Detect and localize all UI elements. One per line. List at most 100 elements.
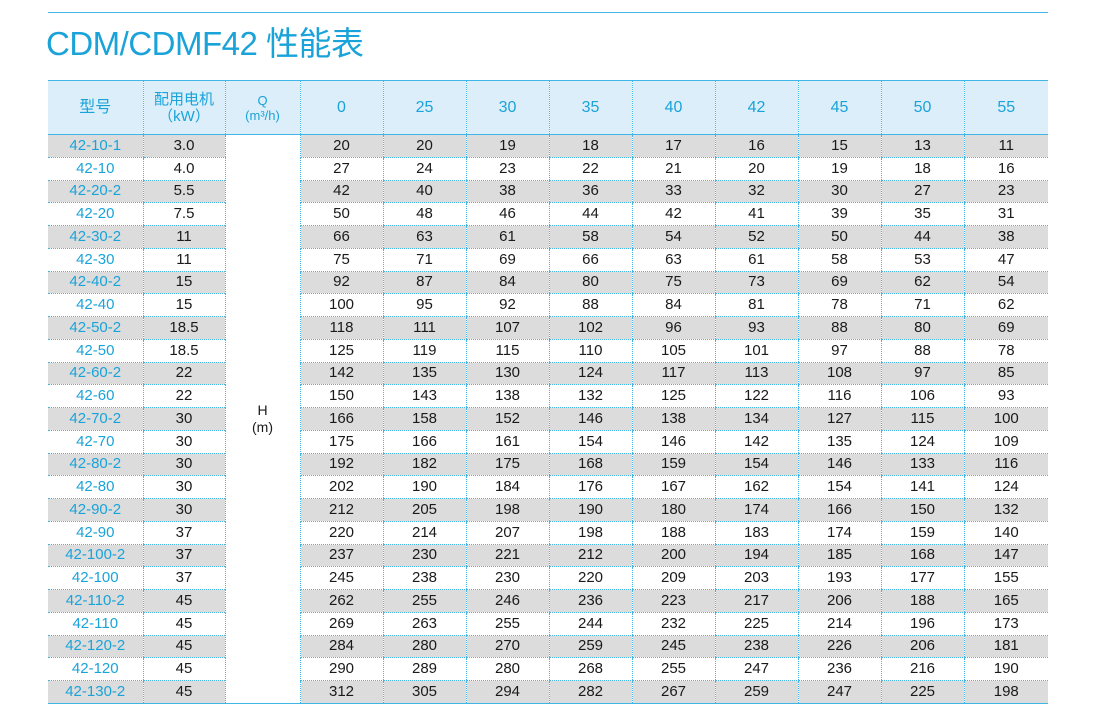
head-value-cell: 69 — [797, 271, 881, 295]
head-value-cell: 62 — [880, 271, 964, 295]
head-value-cell: 158 — [382, 407, 466, 431]
head-value-cell: 54 — [631, 225, 715, 249]
header-q-line2: (m³/h) — [245, 107, 280, 123]
power-cell: 5.5 — [142, 180, 225, 204]
head-value-cell: 38 — [963, 225, 1048, 249]
header-flow-2: 30 — [465, 80, 549, 135]
head-value-cell: 143 — [382, 384, 466, 408]
head-value-cell: 111 — [382, 316, 466, 340]
head-value-cell: 270 — [465, 635, 549, 659]
head-value-cell: 146 — [797, 453, 881, 477]
head-value-cell: 127 — [797, 407, 881, 431]
header-flow-8: 55 — [963, 80, 1048, 135]
head-value-cell: 220 — [548, 566, 632, 590]
head-value-cell: 188 — [631, 521, 715, 545]
head-value-cell: 193 — [797, 566, 881, 590]
table-row: 42-20-2 5.5 42 40 38 36 33 32 30 27 23 — [48, 180, 1048, 204]
head-value-cell: 11 — [963, 134, 1048, 158]
head-value-cell: 71 — [880, 293, 964, 317]
head-value-cell: 109 — [963, 430, 1048, 454]
head-value-cell: 106 — [880, 384, 964, 408]
head-value-cell: 97 — [880, 362, 964, 386]
power-cell: 22 — [142, 362, 225, 386]
head-value-cell: 196 — [880, 612, 964, 636]
head-value-cell: 150 — [299, 384, 383, 408]
head-value-cell: 259 — [548, 635, 632, 659]
head-value-cell: 48 — [382, 202, 466, 226]
model-cell: 42-30-2 — [48, 225, 143, 249]
power-cell: 45 — [142, 680, 225, 704]
head-value-cell: 93 — [963, 384, 1048, 408]
model-cell: 42-130-2 — [48, 680, 143, 704]
head-value-cell: 154 — [797, 475, 881, 499]
head-value-cell: 107 — [465, 316, 549, 340]
head-value-cell: 39 — [797, 202, 881, 226]
power-cell: 45 — [142, 589, 225, 613]
head-value-cell: 124 — [963, 475, 1048, 499]
header-flow-0: 0 — [299, 80, 383, 135]
head-value-cell: 75 — [631, 271, 715, 295]
table-row: 42-80-2 30 192 182 175 168 159 154 146 133 116 — [48, 453, 1048, 477]
table-row: 42-60-2 22 142 135 130 124 117 113 108 97 85 — [48, 362, 1048, 386]
head-value-cell: 92 — [465, 293, 549, 317]
head-value-cell: 207 — [465, 521, 549, 545]
head-value-cell: 142 — [299, 362, 383, 386]
head-value-cell: 294 — [465, 680, 549, 704]
head-value-cell: 175 — [299, 430, 383, 454]
head-value-cell: 146 — [631, 430, 715, 454]
head-value-cell: 182 — [382, 453, 466, 477]
table-row: 42-50-2 18.5 118 111 107 102 96 93 88 80 69 — [48, 316, 1048, 340]
head-value-cell: 142 — [714, 430, 798, 454]
head-value-cell: 118 — [299, 316, 383, 340]
head-value-cell: 18 — [548, 134, 632, 158]
head-value-cell: 205 — [382, 498, 466, 522]
head-value-cell: 165 — [963, 589, 1048, 613]
head-value-cell: 212 — [299, 498, 383, 522]
power-cell: 30 — [142, 498, 225, 522]
head-value-cell: 159 — [631, 453, 715, 477]
head-value-cell: 27 — [880, 180, 964, 204]
head-value-cell: 230 — [382, 544, 466, 568]
model-cell: 42-120 — [48, 657, 143, 681]
table-row: 42-30-2 11 66 63 61 58 54 52 50 44 38 — [48, 225, 1048, 249]
head-value-cell: 262 — [299, 589, 383, 613]
header-motor-line2: （kW） — [158, 107, 210, 125]
head-value-cell: 80 — [880, 316, 964, 340]
header-row: 型号 配用电机 （kW） Q (m³/h) 0 25 30 35 40 42 45 50 55 — [48, 80, 1048, 135]
power-cell: 3.0 — [142, 134, 225, 158]
head-value-cell: 267 — [631, 680, 715, 704]
head-value-cell: 232 — [631, 612, 715, 636]
model-cell: 42-120-2 — [48, 635, 143, 659]
head-value-cell: 116 — [963, 453, 1048, 477]
head-value-cell: 81 — [714, 293, 798, 317]
head-value-cell: 132 — [963, 498, 1048, 522]
head-value-cell: 53 — [880, 248, 964, 272]
head-value-cell: 238 — [382, 566, 466, 590]
model-cell: 42-70 — [48, 430, 143, 454]
power-cell: 15 — [142, 293, 225, 317]
model-cell: 42-70-2 — [48, 407, 143, 431]
header-flow-6: 45 — [797, 80, 881, 135]
head-value-cell: 101 — [714, 339, 798, 363]
head-value-cell: 16 — [714, 134, 798, 158]
head-value-cell: 175 — [465, 453, 549, 477]
head-value-cell: 20 — [714, 157, 798, 181]
head-value-cell: 226 — [797, 635, 881, 659]
head-value-cell: 66 — [548, 248, 632, 272]
head-value-cell: 305 — [382, 680, 466, 704]
head-value-cell: 102 — [548, 316, 632, 340]
head-value-cell: 216 — [880, 657, 964, 681]
head-value-cell: 19 — [465, 134, 549, 158]
table-row: 42-10 4.0 27 24 23 22 21 20 19 18 16 — [48, 157, 1048, 181]
head-value-cell: 167 — [631, 475, 715, 499]
head-value-cell: 177 — [880, 566, 964, 590]
head-value-cell: 166 — [797, 498, 881, 522]
head-value-cell: 159 — [880, 521, 964, 545]
head-value-cell: 15 — [797, 134, 881, 158]
head-value-cell: 176 — [548, 475, 632, 499]
head-value-cell: 52 — [714, 225, 798, 249]
head-value-cell: 209 — [631, 566, 715, 590]
table-body: 42-10-1 3.0 H (m) 20 20 19 18 17 16 15 13 11 42-10 4.0… — [48, 134, 1048, 704]
head-value-cell: 230 — [465, 566, 549, 590]
model-cell: 42-100-2 — [48, 544, 143, 568]
